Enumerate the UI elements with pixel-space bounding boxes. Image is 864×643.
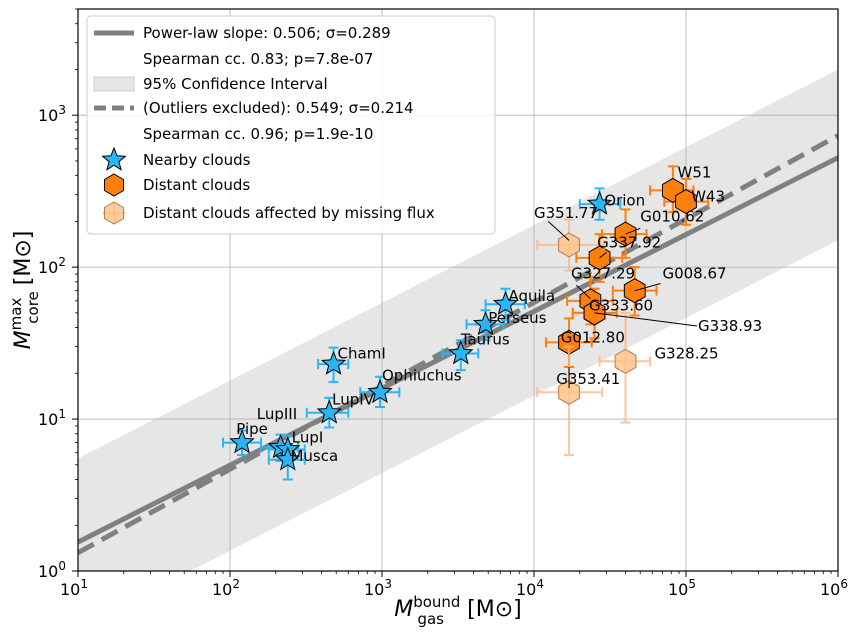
legend-entry-2: 95% Confidence Interval <box>143 75 328 93</box>
label-lupiii: LupIII <box>257 405 297 423</box>
legend-entry-0: Power-law slope: 0.506; σ=0.289 <box>143 24 391 42</box>
point-taurus <box>448 340 474 365</box>
label-musca: Musca <box>290 447 338 465</box>
y-tick-label-0: 100 <box>38 559 66 581</box>
label-leader-4 <box>634 283 661 292</box>
point-w43 <box>675 189 697 215</box>
label-leader-1 <box>625 227 641 235</box>
y-axis-label: Mmaxcore[M⊙] <box>7 231 42 350</box>
point-aquila <box>492 290 519 316</box>
x-tick-label-3: 104 <box>516 577 544 599</box>
series-nearby-clouds <box>222 187 622 481</box>
legend-handle-hexagon <box>103 173 125 197</box>
legend-entry-1: Spearman cc. 0.83; p=7.8e-07 <box>143 50 373 68</box>
legend: Power-law slope: 0.506; σ=0.289 Spearman … <box>86 15 496 235</box>
legend-handle-band <box>93 76 135 92</box>
label-chami: ChamI <box>338 345 386 363</box>
x-tick-label-1: 102 <box>212 577 240 599</box>
label-g333-60: G333.60 <box>589 296 653 314</box>
axes-frame <box>77 8 839 572</box>
point-g338-93 <box>583 300 606 326</box>
point-ophiuchus <box>367 378 393 404</box>
label-w51: W51 <box>678 163 712 181</box>
legend-entry-6: Distant clouds <box>143 176 250 194</box>
point-g351-77 <box>558 232 580 258</box>
label-g010-62: G010.62 <box>640 207 704 225</box>
label-lupiv: LupIV <box>332 390 375 408</box>
point-musca <box>275 446 301 471</box>
y-tick-label-3: 103 <box>38 103 66 125</box>
label-leader-5 <box>594 312 697 327</box>
x-tick-label-2: 103 <box>364 577 392 599</box>
label-aquila: Aquila <box>509 287 556 305</box>
label-g337-92: G337.92 <box>597 233 661 251</box>
point-lupiv <box>316 399 343 424</box>
x-tick-label-0: 101 <box>60 577 88 599</box>
label-g351-77: G351.77 <box>534 204 598 222</box>
legend-handle-hexagon-faded <box>103 201 125 225</box>
series-distant-clouds <box>545 165 710 369</box>
point-orion <box>586 190 613 215</box>
legend-box <box>86 15 496 235</box>
label-w43: W43 <box>691 188 725 206</box>
point-g337-92 <box>588 245 611 271</box>
point-perseus <box>472 311 499 336</box>
point-chami <box>320 350 347 375</box>
label-lupi: LupI <box>292 429 324 447</box>
x-tick-label-5: 106 <box>820 577 848 599</box>
label-leader-2 <box>599 252 607 259</box>
fit-line-outliers-excluded <box>78 133 838 555</box>
label-g328-25: G328.25 <box>654 345 718 363</box>
series-distant-clouds-affected-by-missing-flux <box>536 218 652 457</box>
label-g353-41: G353.41 <box>556 370 620 388</box>
label-orion: Orion <box>604 191 645 209</box>
label-ophiuchus: Ophiuchus <box>382 366 462 384</box>
label-g008-67: G008.67 <box>662 265 726 283</box>
legend-handle-star <box>101 146 127 171</box>
x-tick-label-4: 105 <box>668 577 696 599</box>
x-axis-label: Mbound gas [M⊙] <box>394 593 522 628</box>
legend-entry-7: Distant clouds affected by missing flux <box>143 204 435 222</box>
y-tick-label-1: 101 <box>38 407 66 429</box>
label-leader-0 <box>547 221 570 241</box>
label-g338-93: G338.93 <box>698 317 762 335</box>
y-tick-label-2: 102 <box>38 255 66 277</box>
legend-entry-5: Nearby clouds <box>143 151 251 169</box>
legend-entry-4: Spearman cc. 0.96; p=1.9e-10 <box>143 125 373 143</box>
label-perseus: Perseus <box>488 309 546 327</box>
label-taurus: Taurus <box>460 330 510 348</box>
point-pipe <box>229 429 255 454</box>
label-pipe: Pipe <box>236 420 268 438</box>
point-g008-67 <box>623 278 646 304</box>
label-g327-29: G327.29 <box>571 265 635 283</box>
label-leader-3 <box>576 284 591 300</box>
legend-entry-3: (Outliers excluded): 0.549; σ=0.214 <box>143 99 414 117</box>
label-g012-80: G012.80 <box>561 328 625 346</box>
point-g353-41 <box>558 379 580 405</box>
point-g328-25 <box>614 348 637 374</box>
